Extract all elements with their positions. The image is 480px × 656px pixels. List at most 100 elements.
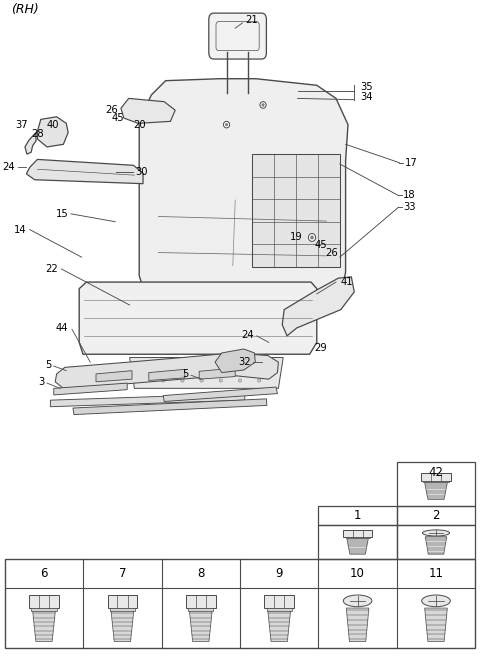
Text: 9: 9 — [276, 567, 283, 580]
Ellipse shape — [143, 367, 146, 370]
Ellipse shape — [219, 379, 223, 382]
Bar — [5, 559, 475, 648]
Text: 19: 19 — [289, 232, 302, 243]
Text: 20: 20 — [133, 119, 146, 130]
Polygon shape — [346, 537, 370, 539]
Polygon shape — [163, 387, 277, 401]
Text: 42: 42 — [429, 466, 444, 478]
Polygon shape — [26, 159, 143, 184]
Polygon shape — [37, 117, 68, 147]
Polygon shape — [282, 277, 354, 336]
Text: 32: 32 — [238, 357, 251, 367]
Text: 24: 24 — [241, 329, 253, 340]
Text: (RH): (RH) — [11, 3, 38, 16]
Text: 45: 45 — [111, 113, 124, 123]
Polygon shape — [264, 595, 294, 608]
Text: 24: 24 — [2, 162, 14, 173]
Text: 1: 1 — [354, 509, 361, 522]
Polygon shape — [425, 537, 447, 554]
Text: 11: 11 — [429, 567, 444, 580]
Bar — [318, 525, 397, 559]
Ellipse shape — [161, 379, 165, 382]
Ellipse shape — [343, 595, 372, 607]
Ellipse shape — [238, 367, 242, 370]
Ellipse shape — [308, 234, 316, 241]
Polygon shape — [268, 611, 290, 642]
Ellipse shape — [219, 367, 223, 370]
Ellipse shape — [422, 530, 450, 536]
Text: 34: 34 — [360, 92, 372, 102]
Text: 14: 14 — [14, 224, 26, 235]
Polygon shape — [110, 608, 135, 611]
Polygon shape — [421, 474, 451, 481]
Polygon shape — [266, 608, 292, 611]
Ellipse shape — [143, 379, 146, 382]
Polygon shape — [33, 611, 55, 642]
Ellipse shape — [260, 102, 266, 108]
Ellipse shape — [200, 367, 204, 370]
Text: 18: 18 — [403, 190, 416, 201]
Polygon shape — [344, 530, 372, 537]
Ellipse shape — [181, 379, 184, 382]
Ellipse shape — [311, 236, 313, 239]
Polygon shape — [423, 481, 449, 482]
Bar — [397, 462, 475, 506]
Bar — [252, 154, 340, 267]
Text: 29: 29 — [314, 342, 327, 353]
Polygon shape — [73, 399, 267, 415]
Bar — [318, 506, 397, 525]
Ellipse shape — [161, 367, 165, 370]
Text: 22: 22 — [45, 264, 58, 274]
Text: 10: 10 — [350, 567, 365, 580]
Polygon shape — [25, 133, 36, 154]
Polygon shape — [50, 394, 245, 407]
Ellipse shape — [238, 379, 242, 382]
Polygon shape — [149, 369, 185, 380]
Polygon shape — [186, 595, 216, 608]
Polygon shape — [346, 608, 369, 642]
Polygon shape — [425, 608, 447, 642]
Polygon shape — [130, 358, 283, 388]
Text: 17: 17 — [405, 157, 418, 168]
Text: 41: 41 — [341, 277, 353, 287]
Polygon shape — [425, 482, 447, 499]
Polygon shape — [139, 79, 348, 298]
Ellipse shape — [223, 121, 229, 128]
Text: 30: 30 — [135, 167, 148, 177]
Ellipse shape — [258, 367, 261, 370]
FancyBboxPatch shape — [209, 13, 266, 59]
Polygon shape — [215, 349, 255, 373]
Polygon shape — [111, 611, 134, 642]
Polygon shape — [96, 371, 132, 382]
Ellipse shape — [258, 379, 261, 382]
Text: 21: 21 — [246, 14, 258, 25]
Text: 26: 26 — [105, 105, 118, 115]
Ellipse shape — [200, 379, 204, 382]
Text: 5: 5 — [182, 369, 188, 379]
Polygon shape — [54, 383, 127, 395]
Text: 33: 33 — [403, 202, 416, 213]
Polygon shape — [29, 595, 59, 608]
Polygon shape — [188, 608, 214, 611]
Text: 35: 35 — [360, 81, 372, 92]
Text: 15: 15 — [55, 209, 68, 219]
Text: 26: 26 — [325, 248, 338, 258]
Text: 2: 2 — [432, 509, 440, 522]
Polygon shape — [79, 282, 317, 354]
Polygon shape — [190, 611, 212, 642]
Polygon shape — [121, 98, 175, 123]
Text: 5: 5 — [46, 359, 52, 370]
Ellipse shape — [262, 104, 264, 106]
Polygon shape — [55, 353, 278, 388]
Text: 37: 37 — [15, 119, 28, 130]
Polygon shape — [199, 368, 235, 379]
Polygon shape — [31, 608, 57, 611]
Polygon shape — [108, 595, 137, 608]
Text: 8: 8 — [197, 567, 204, 580]
Ellipse shape — [226, 123, 228, 126]
Text: 44: 44 — [56, 323, 68, 333]
Ellipse shape — [181, 367, 184, 370]
Text: 45: 45 — [315, 240, 327, 251]
Text: 40: 40 — [47, 119, 60, 130]
Ellipse shape — [422, 595, 450, 607]
